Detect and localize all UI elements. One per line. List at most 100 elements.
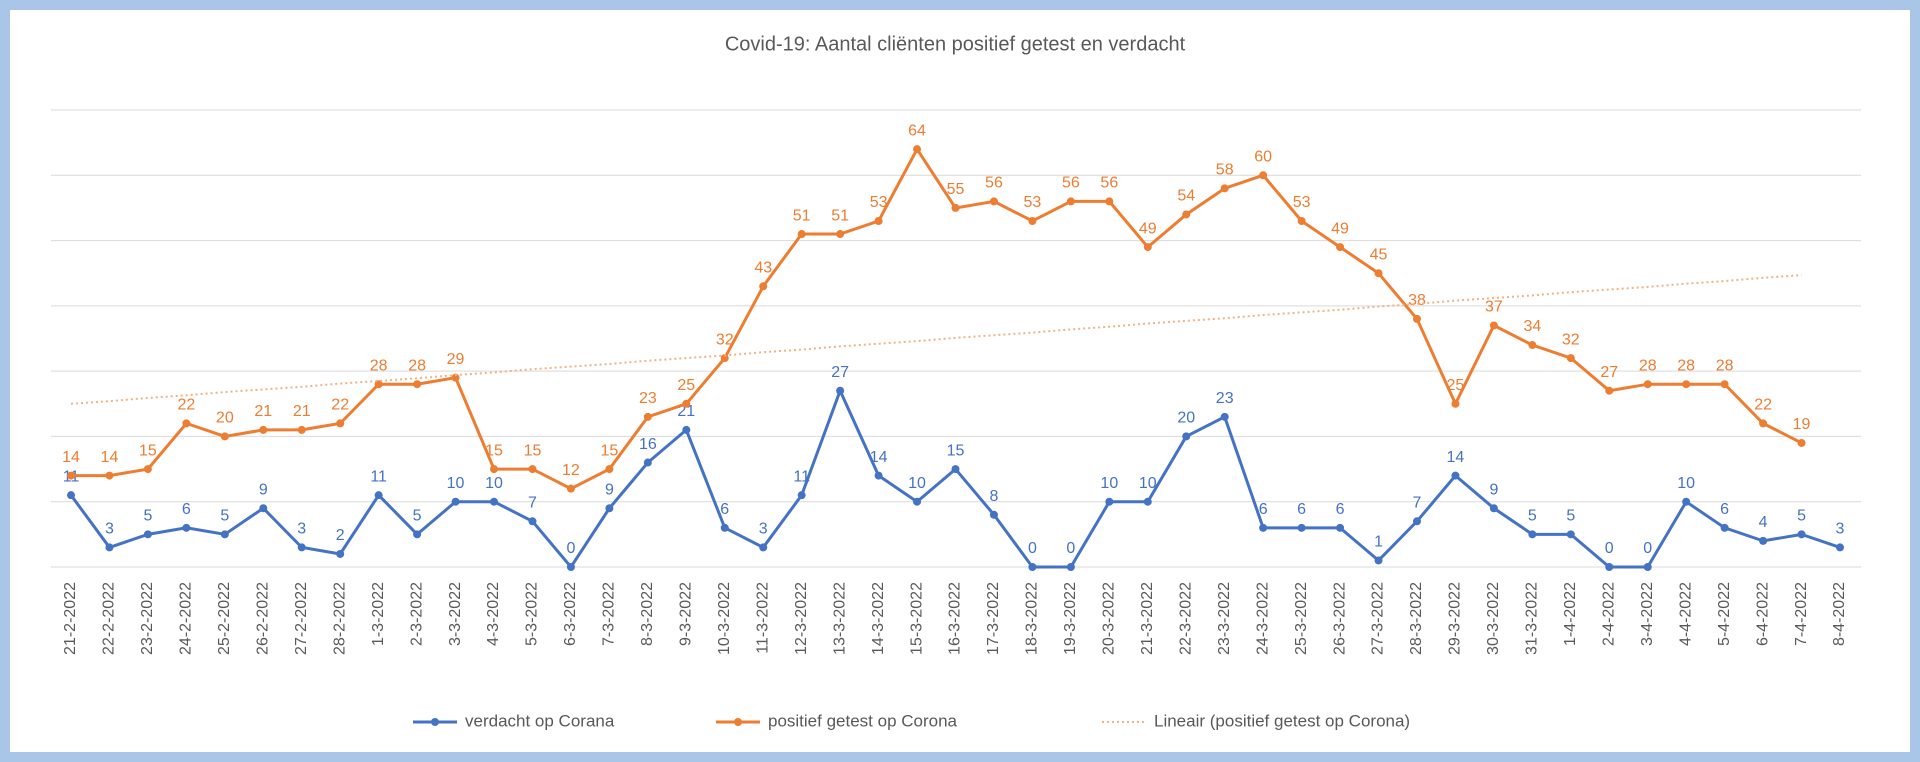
x-tick-label: 5-4-2022 bbox=[1716, 582, 1733, 646]
data-point bbox=[105, 471, 114, 480]
data-label: 0 bbox=[1028, 540, 1037, 557]
x-tick-label: 28-3-2022 bbox=[1408, 582, 1425, 655]
data-label: 9 bbox=[259, 481, 268, 498]
legend-marker bbox=[734, 718, 742, 726]
data-point bbox=[336, 419, 345, 428]
data-label: 10 bbox=[908, 475, 926, 492]
data-point bbox=[1605, 386, 1614, 395]
data-point bbox=[1528, 530, 1537, 539]
data-label: 10 bbox=[1139, 475, 1157, 492]
x-tick-label: 3-3-2022 bbox=[447, 582, 464, 646]
data-point bbox=[605, 504, 614, 513]
data-label: 14 bbox=[101, 449, 119, 466]
data-point bbox=[682, 399, 691, 408]
data-label: 49 bbox=[1331, 220, 1349, 237]
data-label: 51 bbox=[831, 207, 849, 224]
data-point bbox=[220, 530, 229, 539]
data-label: 6 bbox=[1720, 501, 1729, 518]
data-label: 32 bbox=[716, 331, 734, 348]
data-label: 14 bbox=[870, 449, 888, 466]
x-tick-label: 2-4-2022 bbox=[1600, 582, 1617, 646]
data-point bbox=[1489, 321, 1498, 330]
data-point bbox=[1066, 563, 1075, 571]
x-tick-label: 21-2-2022 bbox=[62, 582, 79, 655]
data-label: 38 bbox=[1408, 292, 1426, 309]
data-label: 27 bbox=[831, 364, 849, 381]
data-point bbox=[566, 563, 575, 571]
data-point bbox=[874, 471, 883, 480]
x-tick-label: 27-2-2022 bbox=[293, 582, 310, 655]
data-point bbox=[759, 543, 768, 552]
data-point bbox=[528, 465, 537, 474]
data-point bbox=[682, 425, 691, 434]
data-label: 25 bbox=[677, 377, 695, 394]
data-point bbox=[1336, 243, 1345, 252]
data-label: 19 bbox=[1793, 416, 1811, 433]
data-point bbox=[836, 386, 845, 395]
data-label: 11 bbox=[370, 468, 387, 485]
data-point bbox=[1374, 556, 1383, 565]
data-label: 22 bbox=[331, 397, 349, 414]
data-point bbox=[451, 497, 460, 506]
data-point bbox=[297, 425, 306, 434]
data-label: 56 bbox=[985, 175, 1003, 192]
x-tick-label: 22-2-2022 bbox=[101, 582, 118, 655]
x-tick-label: 25-2-2022 bbox=[216, 582, 233, 655]
data-label: 22 bbox=[177, 397, 195, 414]
data-label: 1 bbox=[1374, 534, 1383, 551]
data-label: 0 bbox=[566, 540, 575, 557]
x-tick-label: 6-3-2022 bbox=[562, 582, 579, 646]
data-label: 15 bbox=[485, 442, 503, 459]
data-point bbox=[413, 530, 422, 539]
data-point bbox=[1259, 523, 1268, 532]
data-point bbox=[374, 380, 383, 389]
data-point bbox=[336, 549, 345, 558]
chart-area bbox=[10, 10, 1910, 752]
legend-marker bbox=[431, 718, 439, 726]
data-label: 9 bbox=[1489, 481, 1498, 498]
data-point bbox=[951, 465, 960, 474]
x-tick-label: 20-3-2022 bbox=[1101, 582, 1118, 655]
data-point bbox=[1643, 563, 1652, 571]
data-point bbox=[1797, 438, 1806, 447]
x-tick-label: 30-3-2022 bbox=[1485, 582, 1502, 655]
data-label: 2 bbox=[336, 527, 345, 544]
data-label: 5 bbox=[1797, 508, 1806, 525]
data-label: 6 bbox=[1336, 501, 1345, 518]
data-label: 8 bbox=[990, 488, 999, 505]
data-label: 6 bbox=[1297, 501, 1306, 518]
data-point bbox=[182, 523, 191, 532]
data-label: 64 bbox=[908, 122, 926, 139]
data-label: 14 bbox=[62, 449, 80, 466]
data-label: 25 bbox=[1447, 377, 1465, 394]
data-point bbox=[1028, 216, 1037, 225]
x-tick-label: 7-4-2022 bbox=[1793, 582, 1810, 646]
data-label: 3 bbox=[1836, 521, 1845, 538]
data-point bbox=[1489, 504, 1498, 513]
data-point bbox=[259, 504, 268, 513]
data-label: 60 bbox=[1254, 149, 1272, 166]
data-label: 4 bbox=[1759, 514, 1768, 531]
x-tick-label: 29-3-2022 bbox=[1447, 582, 1464, 655]
data-point bbox=[1451, 399, 1460, 408]
data-point bbox=[143, 465, 152, 474]
data-label: 21 bbox=[254, 403, 272, 420]
data-point bbox=[643, 458, 652, 467]
data-label: 0 bbox=[1066, 540, 1075, 557]
data-label: 28 bbox=[1716, 357, 1734, 374]
data-point bbox=[1374, 269, 1383, 278]
data-label: 5 bbox=[413, 508, 422, 525]
data-label: 56 bbox=[1062, 175, 1080, 192]
data-point bbox=[490, 497, 499, 506]
x-tick-label: 31-3-2022 bbox=[1524, 582, 1541, 655]
data-point bbox=[1220, 412, 1229, 421]
data-point bbox=[1066, 197, 1075, 206]
x-tick-label: 8-4-2022 bbox=[1831, 582, 1848, 646]
data-point bbox=[67, 471, 75, 480]
data-point bbox=[1605, 563, 1614, 571]
data-label: 34 bbox=[1523, 318, 1541, 335]
x-tick-label: 18-3-2022 bbox=[1024, 582, 1041, 655]
x-tick-label: 17-3-2022 bbox=[985, 582, 1002, 655]
x-tick-label: 16-3-2022 bbox=[947, 582, 964, 655]
data-label: 27 bbox=[1600, 364, 1618, 381]
